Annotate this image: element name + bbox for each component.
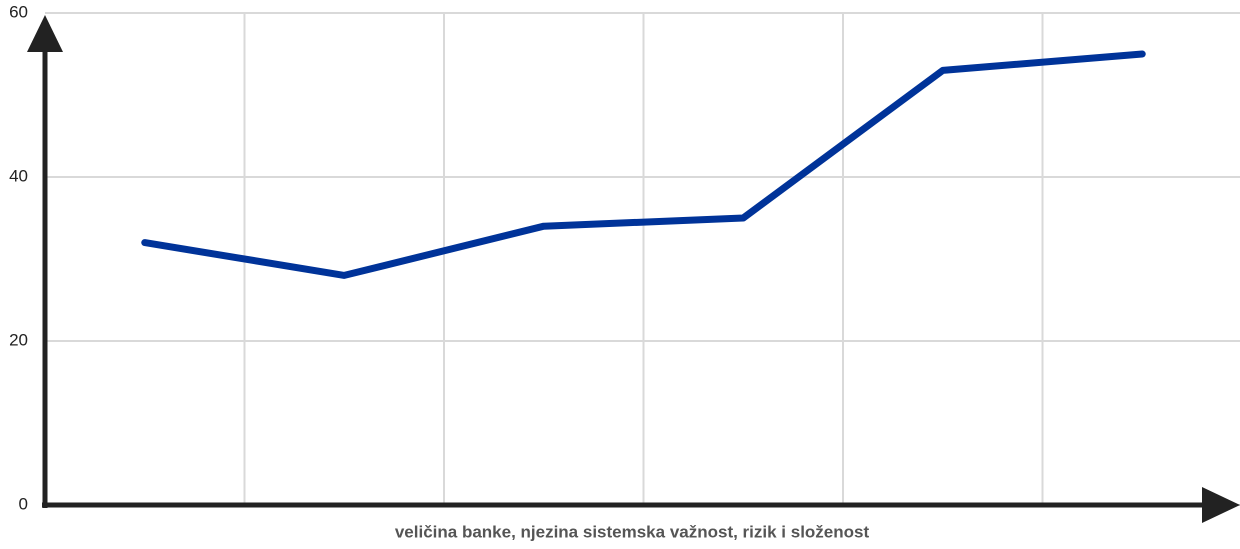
y-tick-label: 20 — [9, 330, 28, 349]
line-series — [141, 50, 1146, 279]
x-axis-arrow — [1202, 487, 1240, 523]
y-axis-arrow — [27, 15, 63, 52]
y-tick-label: 40 — [9, 166, 28, 185]
y-tick-label: 0 — [19, 494, 28, 513]
y-tick-label: 60 — [9, 2, 28, 21]
x-axis-label: veličina banke, njezina sistemska važnos… — [395, 522, 870, 541]
